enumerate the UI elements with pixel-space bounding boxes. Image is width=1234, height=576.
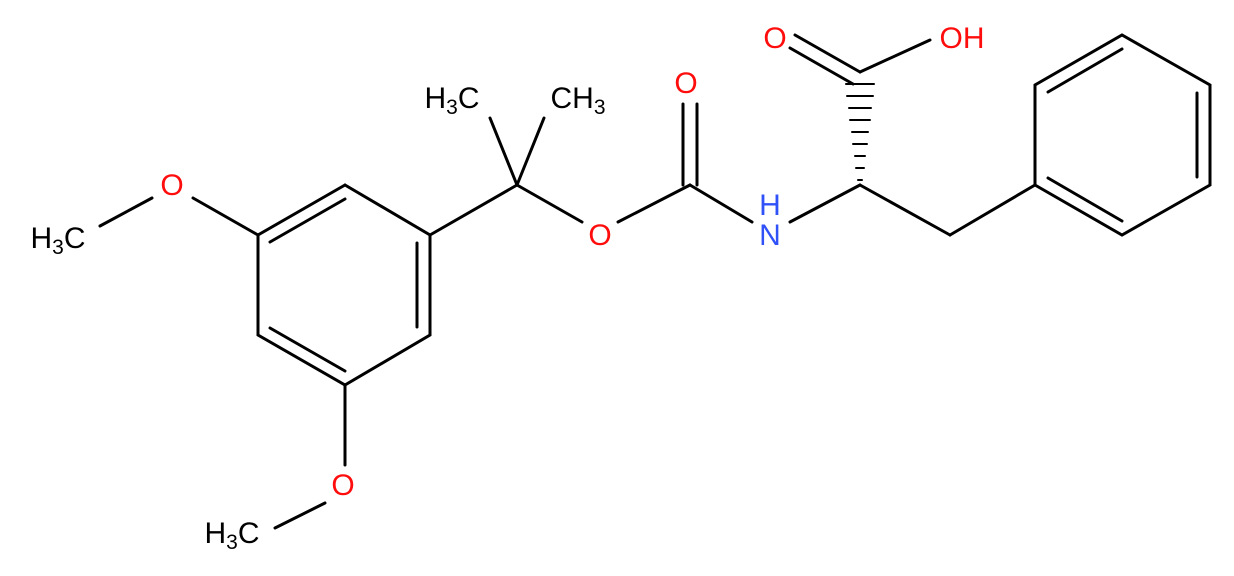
atom-label: H3C bbox=[424, 82, 479, 119]
atom-label: H bbox=[759, 189, 781, 222]
atom-label: CH3 bbox=[550, 82, 605, 119]
atom-label: OH bbox=[940, 22, 985, 55]
atom-label: N bbox=[759, 219, 781, 252]
atom-label: O bbox=[160, 169, 183, 202]
atom-label: O bbox=[331, 469, 354, 502]
atom-label: O bbox=[763, 22, 786, 55]
atom-label: H3C bbox=[204, 517, 259, 554]
bonds bbox=[98, 33, 1212, 530]
atom-labels: H3C CH3 O O H N O OH O H3C O H3C bbox=[30, 22, 984, 554]
atom-label: H3C bbox=[30, 222, 85, 259]
atom-label: O bbox=[588, 219, 611, 252]
atom-label: O bbox=[674, 67, 697, 100]
